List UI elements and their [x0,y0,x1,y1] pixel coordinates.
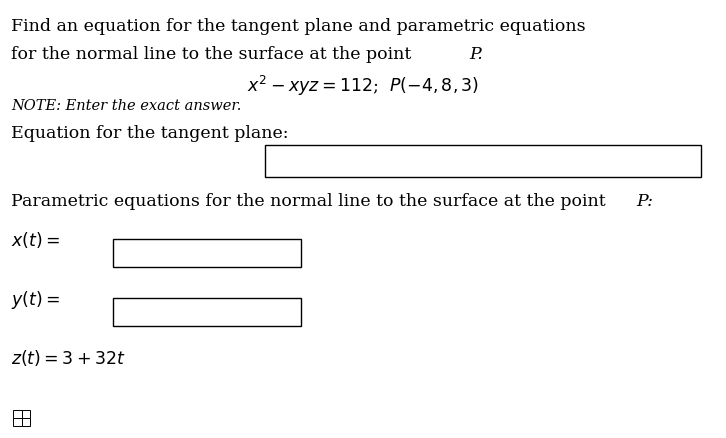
Text: $z(t) = 3 + 32t$: $z(t) = 3 + 32t$ [11,348,126,368]
Text: $x^2 - xyz = 112$;  $P(-4, 8, 3)$: $x^2 - xyz = 112$; $P(-4, 8, 3)$ [247,74,479,98]
Text: NOTE: Enter the exact answer.: NOTE: Enter the exact answer. [11,99,241,113]
Text: Find an equation for the tangent plane and parametric equations: Find an equation for the tangent plane a… [11,18,585,35]
Bar [22,410,30,418]
Bar [13,410,22,418]
Text: $x(t) =$: $x(t) =$ [11,230,60,250]
Text: Parametric equations for the normal line to the surface at the point: Parametric equations for the normal line… [11,193,611,210]
FancyBboxPatch shape [113,239,301,267]
FancyBboxPatch shape [113,298,301,326]
Text: Equation for the tangent plane:: Equation for the tangent plane: [11,125,288,142]
Bar [13,418,22,426]
Text: P:: P: [637,193,653,210]
Bar [22,418,30,426]
Text: $y(t) =$: $y(t) =$ [11,289,60,311]
FancyBboxPatch shape [265,145,701,177]
Text: P.: P. [469,46,483,63]
Text: for the normal line to the surface at the point: for the normal line to the surface at th… [11,46,417,63]
